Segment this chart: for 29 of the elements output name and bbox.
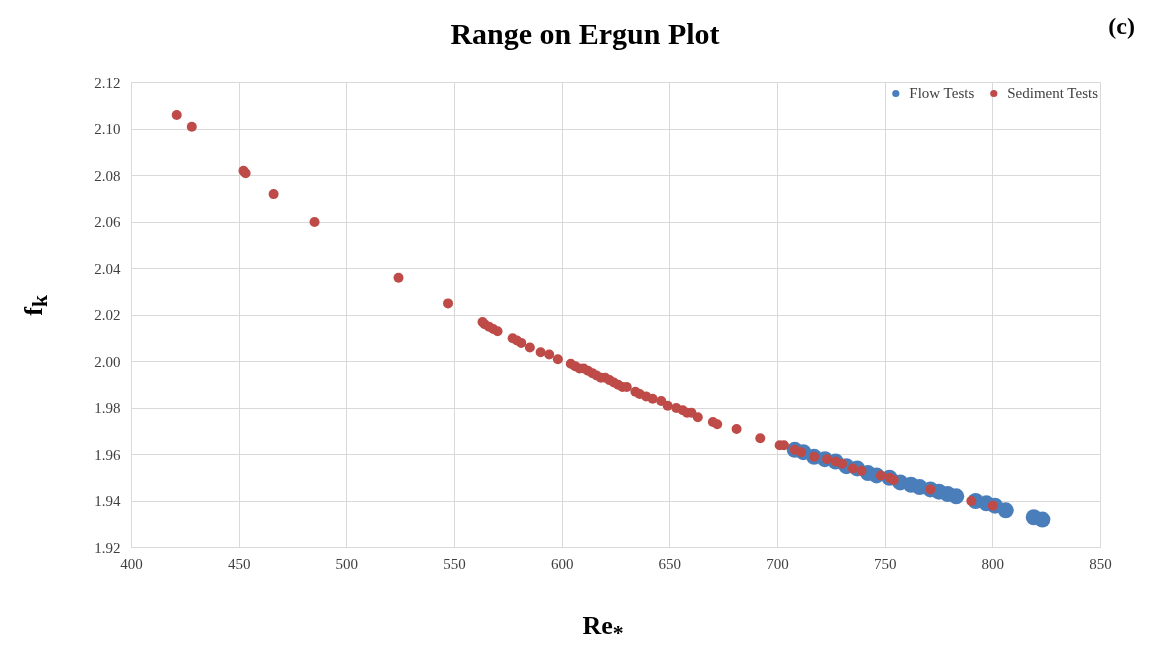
chart-title: Range on Ergun Plot	[450, 16, 720, 52]
y-tick-label: 2.12	[94, 74, 121, 91]
y-tick-label: 2.10	[94, 121, 121, 137]
point	[1034, 511, 1051, 528]
text: (c)	[1108, 12, 1135, 41]
x-axis-title: Re$_{*}$	[581, 610, 625, 646]
x-tick-label: 800	[981, 555, 1005, 572]
x-tick-label: 400	[120, 555, 143, 572]
y-tick-label: 2.02	[94, 307, 121, 323]
x-tick-label: 450	[227, 555, 251, 572]
legend-label: Sediment Tests	[1007, 84, 1098, 102]
x-tick-label: 750	[873, 555, 897, 572]
x-tick-label: 500	[335, 555, 359, 572]
y-tick-label: 2.08	[94, 167, 121, 184]
legend-label: Flow Tests	[909, 84, 975, 102]
x-tick-label: 550	[443, 555, 466, 572]
y-tick-label: 2.04	[94, 260, 121, 277]
y-tick-label: 1.92	[94, 539, 121, 556]
x-tick-label: 850	[1089, 555, 1112, 572]
point	[948, 488, 965, 505]
y-tick-label: 1.96	[94, 446, 121, 463]
y-tick-label: 1.94	[94, 493, 121, 509]
y-tick-label: 1.98	[94, 400, 121, 416]
x-tick-label: 700	[766, 555, 789, 572]
x-tick-label: 650	[658, 555, 682, 572]
y-tick-label: 2.06	[94, 214, 121, 230]
x-tick-label: 600	[550, 555, 574, 572]
y-tick-label: 2.00	[94, 353, 121, 370]
point	[997, 502, 1014, 519]
